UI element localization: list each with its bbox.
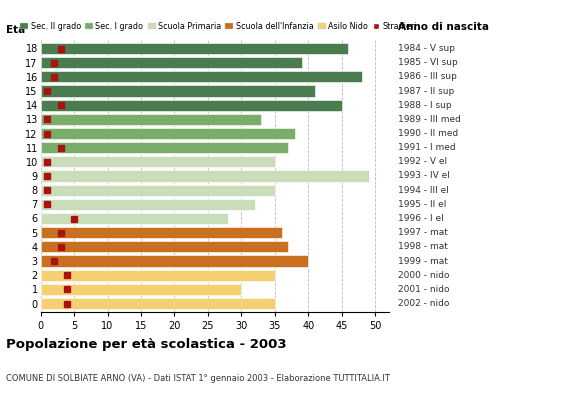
Text: 1988 - I sup: 1988 - I sup <box>398 101 452 110</box>
Bar <box>41 57 302 68</box>
Text: COMUNE DI SOLBIATE ARNO (VA) - Dati ISTAT 1° gennaio 2003 - Elaborazione TUTTITA: COMUNE DI SOLBIATE ARNO (VA) - Dati ISTA… <box>6 374 390 383</box>
Text: 1994 - III el: 1994 - III el <box>398 186 449 195</box>
Bar <box>41 185 275 196</box>
Text: Anno di nascita: Anno di nascita <box>398 22 489 32</box>
Bar <box>41 170 368 182</box>
Bar <box>41 199 255 210</box>
Text: 1987 - II sup: 1987 - II sup <box>398 86 454 96</box>
Bar <box>41 298 275 309</box>
Bar <box>41 43 349 54</box>
Text: 1991 - I med: 1991 - I med <box>398 143 456 152</box>
Text: 1993 - IV el: 1993 - IV el <box>398 172 450 180</box>
Bar <box>41 142 288 153</box>
Bar <box>41 128 295 139</box>
Text: 2002 - nido: 2002 - nido <box>398 299 450 308</box>
Text: 1990 - II med: 1990 - II med <box>398 129 458 138</box>
Text: 1985 - VI sup: 1985 - VI sup <box>398 58 458 67</box>
Bar <box>41 284 241 295</box>
Bar <box>41 114 262 125</box>
Bar <box>41 256 309 266</box>
Legend: Sec. II grado, Sec. I grado, Scuola Primaria, Scuola dell'Infanzia, Asilo Nido, : Sec. II grado, Sec. I grado, Scuola Prim… <box>20 22 417 30</box>
Bar <box>41 213 228 224</box>
Text: 1998 - mat: 1998 - mat <box>398 242 448 251</box>
Text: 2000 - nido: 2000 - nido <box>398 271 450 280</box>
Text: 1996 - I el: 1996 - I el <box>398 214 444 223</box>
Text: 1989 - III med: 1989 - III med <box>398 115 461 124</box>
Text: 1992 - V el: 1992 - V el <box>398 157 447 166</box>
Text: 1986 - III sup: 1986 - III sup <box>398 72 457 81</box>
Text: Popolazione per età scolastica - 2003: Popolazione per età scolastica - 2003 <box>6 338 287 351</box>
Text: 1997 - mat: 1997 - mat <box>398 228 448 237</box>
Bar <box>41 270 275 281</box>
Bar <box>41 71 362 82</box>
Text: 1984 - V sup: 1984 - V sup <box>398 44 455 53</box>
Bar <box>41 241 288 252</box>
Bar <box>41 100 342 111</box>
Text: 1999 - mat: 1999 - mat <box>398 256 448 266</box>
Text: Età: Età <box>6 24 25 34</box>
Bar <box>41 156 275 167</box>
Bar <box>41 86 315 96</box>
Text: 2001 - nido: 2001 - nido <box>398 285 450 294</box>
Text: 1995 - II el: 1995 - II el <box>398 200 447 209</box>
Bar <box>41 227 281 238</box>
